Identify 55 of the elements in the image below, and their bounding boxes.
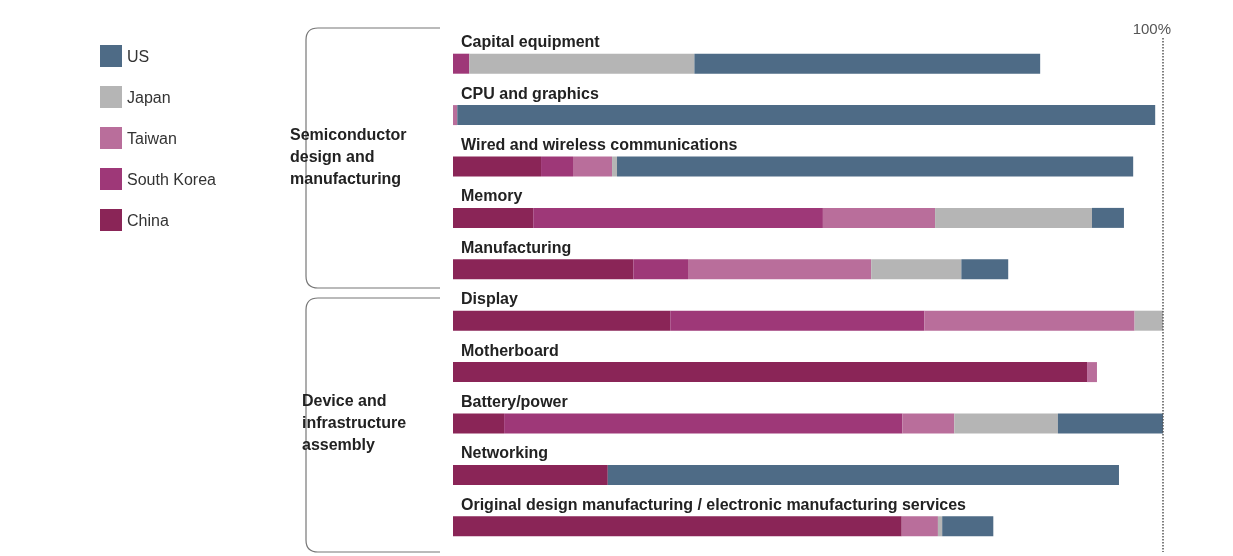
bar [924, 310, 1135, 331]
bar [1087, 362, 1097, 383]
bar [688, 259, 872, 280]
y-tick-label: Wired and wireless communications [461, 136, 738, 153]
legend-label: Japan [127, 88, 171, 106]
bar [453, 310, 671, 331]
bar [453, 105, 458, 126]
bar [901, 516, 938, 537]
bar [607, 464, 1119, 485]
bar [469, 53, 695, 74]
bar [457, 105, 1156, 126]
ref-line-label: 100% [1132, 19, 1171, 37]
bar [937, 516, 943, 537]
bar [453, 464, 608, 485]
y-tick-label: Manufacturing [461, 238, 572, 256]
bar [612, 156, 618, 177]
bar [504, 413, 903, 434]
bar [961, 259, 1009, 280]
bar [453, 413, 505, 434]
bar [572, 156, 613, 177]
legend-label: US [127, 47, 150, 65]
bar [453, 259, 634, 280]
bar [453, 53, 470, 74]
bar [453, 362, 1088, 383]
bar [954, 413, 1058, 434]
y-tick-label: Battery/power [461, 393, 568, 410]
bar [453, 156, 542, 177]
bar [541, 156, 573, 177]
bar [533, 207, 823, 228]
bar [935, 207, 1092, 228]
bar [902, 413, 955, 434]
text: Device and infrastructure assembly [302, 391, 408, 455]
text: Semiconductor design and manufacturing [290, 125, 408, 189]
bar [871, 259, 962, 280]
y-tick-label: Motherboard [461, 341, 559, 359]
legend-label: Taiwan [127, 129, 177, 147]
bar [617, 156, 1134, 177]
bar [1092, 207, 1124, 228]
y-tick-label: Memory [461, 187, 523, 205]
bar [633, 259, 689, 280]
bar [670, 310, 925, 331]
bar [453, 516, 902, 537]
y-tick-label: Original design manufacturing / electronic manufacturing services [461, 495, 967, 513]
bar [942, 516, 994, 537]
bar [453, 207, 534, 228]
bar [694, 53, 1041, 74]
bar [1134, 310, 1163, 331]
y-tick-label: Networking [461, 444, 549, 462]
legend-label: South Korea [127, 170, 217, 188]
legend-label: China [127, 211, 169, 229]
bar [1057, 413, 1163, 434]
y-tick-label: CPU and graphics [461, 84, 599, 102]
y-tick-label: Display [461, 290, 519, 308]
y-tick-label: Capital equipment [461, 33, 601, 51]
bar [822, 207, 936, 228]
